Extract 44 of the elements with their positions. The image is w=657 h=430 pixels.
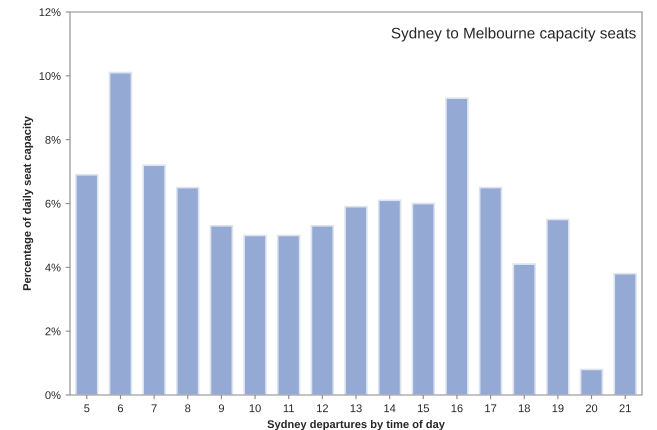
bar [546, 218, 570, 395]
bar [310, 225, 334, 395]
bar [378, 199, 402, 395]
bar [412, 202, 436, 395]
x-tick-label: 13 [350, 404, 362, 412]
x-tick-label: 21 [620, 404, 631, 412]
x-tick-label: 10 [250, 404, 261, 412]
bar [210, 225, 234, 395]
x-tick-label: 17 [485, 404, 496, 412]
bar [344, 206, 368, 395]
bar [512, 263, 536, 395]
x-tick-label: 20 [586, 404, 598, 412]
annotation: Sydney to Melbourne capacity seats [392, 27, 636, 42]
bar [276, 234, 300, 395]
x-tick-label: 8 [185, 404, 190, 412]
bar [580, 368, 604, 395]
x-tick-label: 5 [84, 404, 90, 412]
y-tick-label: 10% [40, 72, 61, 80]
bar [478, 186, 502, 395]
x-tick-label: 12 [317, 404, 328, 412]
x-tick-label: 11 [284, 404, 294, 412]
y-tick-label: 6% [45, 200, 61, 208]
x-tick-label: 7 [152, 404, 157, 412]
bar [108, 72, 132, 395]
y-tick-label: 4% [45, 264, 61, 272]
x-tick-label: 16 [452, 404, 463, 412]
bar [445, 97, 469, 395]
bar [142, 164, 166, 395]
x-axis-title: Sydney departures by time of day [267, 420, 445, 430]
x-tick-label: 19 [552, 404, 564, 412]
bar [176, 186, 200, 395]
x-tick-label: 9 [218, 404, 224, 412]
y-tick-label: 2% [45, 327, 61, 336]
x-tick-label: 15 [418, 404, 430, 412]
y-tick-label: 12% [40, 8, 61, 16]
bar [243, 234, 267, 395]
x-tick-label: 18 [518, 404, 530, 412]
y-axis-title: Percentage of daily seat capacity [22, 116, 34, 290]
y-tick-label: 8% [45, 136, 61, 144]
bar [75, 174, 99, 395]
x-tick-label: 14 [384, 404, 396, 412]
y-tick-label: 0% [45, 391, 61, 400]
x-tick-label: 6 [118, 404, 124, 412]
bar [613, 272, 637, 395]
